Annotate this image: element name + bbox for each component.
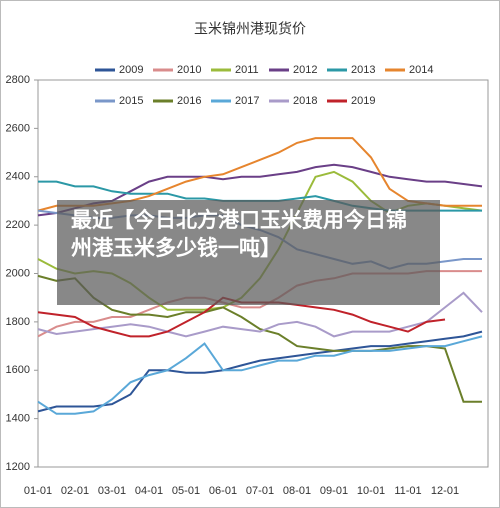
legend-label: 2016 [177,95,201,107]
legend-label: 2017 [235,95,259,107]
x-tick-label: 08-01 [283,485,311,497]
legend-label: 2013 [351,64,375,76]
y-tick-label: 2800 [6,74,30,86]
legend-label: 2018 [293,95,317,107]
y-tick-label: 2600 [6,122,30,134]
x-tick-label: 06-01 [209,485,237,497]
series-line [37,291,483,338]
y-tick-label: 1400 [6,413,30,425]
legend-label: 2011 [235,64,259,76]
y-tick-label: 2400 [6,171,30,183]
x-tick-label: 01-01 [24,485,52,497]
y-tick-label: 2000 [6,267,30,279]
y-tick-label: 1800 [6,316,30,328]
legend-label: 2010 [177,64,201,76]
x-tick-label: 03-01 [98,485,126,497]
series-line [37,330,483,413]
x-tick-label: 10-01 [357,485,385,497]
x-tick-label: 09-01 [320,485,348,497]
legend-label: 2014 [409,64,433,76]
chart-title: 玉米锦州港现货价 [194,21,306,37]
x-tick-label: 12-01 [431,485,459,497]
x-tick-label: 02-01 [61,485,89,497]
x-tick-label: 07-01 [246,485,274,497]
y-tick-label: 1600 [6,364,30,376]
x-tick-label: 11-01 [394,485,421,497]
series-line [37,335,483,415]
legend-label: 2015 [119,95,143,107]
legend-label: 2012 [293,64,317,76]
x-tick-label: 04-01 [135,485,163,497]
y-tick-label: 1200 [6,461,30,473]
legend-label: 2019 [351,95,375,107]
series-line [37,274,482,403]
legend-label: 2009 [119,64,143,76]
y-tick-label: 2200 [6,219,30,231]
overlay-text: 最近【今日北方港口玉米费用今日锦州港玉米多少钱一吨】 [57,200,440,305]
x-tick-label: 05-01 [172,485,200,497]
